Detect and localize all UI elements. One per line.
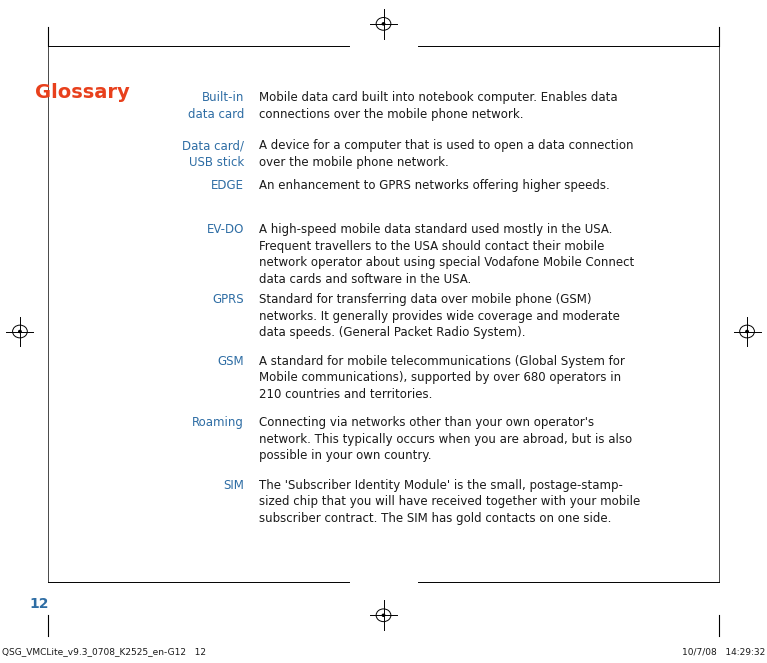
Text: Roaming: Roaming	[192, 416, 244, 430]
Text: EDGE: EDGE	[211, 179, 244, 192]
Text: Standard for transferring data over mobile phone (GSM)
networks. It generally pr: Standard for transferring data over mobi…	[259, 293, 621, 339]
Circle shape	[382, 614, 385, 617]
Text: Glossary: Glossary	[35, 83, 130, 102]
Text: Data card/
USB stick: Data card/ USB stick	[182, 139, 244, 168]
Text: A device for a computer that is used to open a data connection
over the mobile p: A device for a computer that is used to …	[259, 139, 634, 168]
Text: EV-DO: EV-DO	[206, 223, 244, 237]
Text: 10/7/08   14:29:32: 10/7/08 14:29:32	[682, 647, 765, 656]
Text: QSG_VMCLite_v9.3_0708_K2525_en-G12   12: QSG_VMCLite_v9.3_0708_K2525_en-G12 12	[2, 647, 206, 656]
Text: SIM: SIM	[223, 479, 244, 492]
Text: A standard for mobile telecommunications (Global System for
Mobile communication: A standard for mobile telecommunications…	[259, 355, 625, 400]
Circle shape	[746, 330, 749, 333]
Circle shape	[382, 23, 385, 25]
Text: 12: 12	[29, 597, 48, 611]
Text: A high-speed mobile data standard used mostly in the USA.
Frequent travellers to: A high-speed mobile data standard used m…	[259, 223, 634, 286]
Text: Built-in
data card: Built-in data card	[187, 91, 244, 121]
Text: An enhancement to GPRS networks offering higher speeds.: An enhancement to GPRS networks offering…	[259, 179, 610, 192]
Text: Connecting via networks other than your own operator's
network. This typically o: Connecting via networks other than your …	[259, 416, 632, 462]
Text: The 'Subscriber Identity Module' is the small, postage-stamp-
sized chip that yo: The 'Subscriber Identity Module' is the …	[259, 479, 640, 524]
Circle shape	[18, 330, 21, 333]
Text: GPRS: GPRS	[212, 293, 244, 306]
Text: Mobile data card built into notebook computer. Enables data
connections over the: Mobile data card built into notebook com…	[259, 91, 618, 121]
Text: GSM: GSM	[217, 355, 244, 368]
